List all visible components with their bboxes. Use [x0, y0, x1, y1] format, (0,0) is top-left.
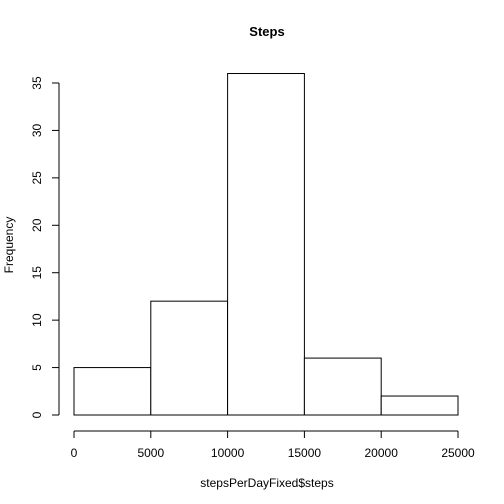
y-tick-label-2: 10 — [30, 313, 44, 327]
histogram-bar-3 — [303, 357, 382, 416]
y-axis: 0 5 10 15 20 25 30 35 — [30, 76, 60, 418]
y-tick-label-4: 20 — [30, 218, 44, 232]
y-tick-label-6: 30 — [30, 123, 44, 137]
x-tick-label-4: 20000 — [365, 446, 399, 460]
histogram-bar-4 — [380, 395, 459, 416]
bars-group — [73, 73, 459, 416]
y-tick-label-3: 15 — [30, 266, 44, 280]
histogram-bar-1 — [150, 300, 229, 416]
histogram-bar-2 — [227, 73, 305, 416]
y-axis-label: Frequency — [2, 217, 16, 274]
y-tick-label-1: 5 — [30, 364, 44, 371]
y-tick-label-0: 0 — [30, 411, 44, 418]
x-tick-label-0: 0 — [71, 446, 78, 460]
x-tick-label-2: 10000 — [211, 446, 245, 460]
histogram-bar-0 — [73, 367, 152, 416]
x-tick-label-5: 25000 — [441, 446, 475, 460]
x-tick-label-3: 15000 — [288, 446, 322, 460]
x-axis-label: stepsPerDayFixed$steps — [200, 476, 333, 490]
chart-title: Steps — [249, 24, 284, 39]
y-tick-label-5: 25 — [30, 171, 44, 185]
x-tick-label-1: 5000 — [137, 446, 164, 460]
y-tick-label-7: 35 — [30, 76, 44, 90]
x-axis: 0 5000 10000 15000 20000 25000 — [71, 430, 475, 460]
